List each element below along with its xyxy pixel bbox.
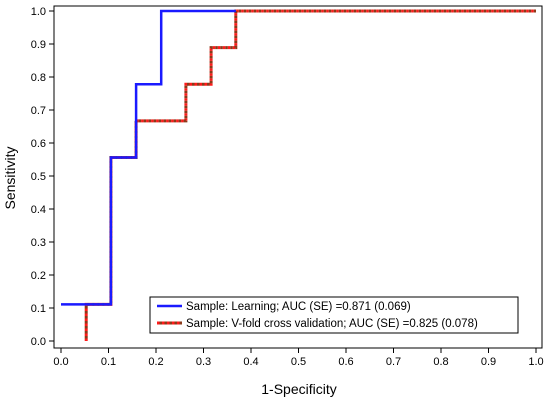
y-tick-label: 0.3 <box>31 237 46 249</box>
x-tick-label: 0.4 <box>243 356 258 368</box>
y-tick-label: 0.1 <box>31 303 46 315</box>
y-axis: 0.0 0.1 0.2 0.3 0.4 0.5 0.6 0.7 0.8 0.9 1.0 <box>31 6 54 348</box>
x-tick-label: 1.0 <box>528 356 543 368</box>
x-tick-label: 0.7 <box>386 356 401 368</box>
x-tick-label: 0.9 <box>481 356 496 368</box>
x-tick-label: 0.0 <box>53 356 68 368</box>
y-tick-label: 0.7 <box>31 105 46 117</box>
y-tick-label: 0.5 <box>31 171 46 183</box>
x-tick-label: 0.5 <box>291 356 306 368</box>
x-tick-label: 0.3 <box>196 356 211 368</box>
legend-label-cv: Sample: V-fold cross validation; AUC (SE… <box>186 318 478 330</box>
x-tick-label: 0.6 <box>338 356 353 368</box>
plot-area <box>53 5 543 349</box>
y-tick-label: 0.4 <box>31 204 46 216</box>
legend-box <box>149 296 519 334</box>
y-tick-label: 0.2 <box>31 270 46 282</box>
x-tick-label: 0.2 <box>148 356 163 368</box>
legend: Sample: Learning; AUC (SE) =0.871 (0.069… <box>149 296 519 334</box>
x-axis: 0.0 0.1 0.2 0.3 0.4 0.5 0.6 0.7 0.8 0.9 1.0 <box>53 348 544 368</box>
series-line-cv-b <box>84 9 536 341</box>
y-tick-label: 0.6 <box>31 138 46 150</box>
x-tick-label: 0.1 <box>101 356 116 368</box>
series-line-learning <box>61 9 236 306</box>
legend-label-learning: Sample: Learning; AUC (SE) =0.871 (0.069… <box>186 301 411 313</box>
y-axis-title: Sensitivity <box>2 146 18 209</box>
series-layer <box>61 9 536 341</box>
y-tick-label: 1.0 <box>31 6 46 18</box>
y-tick-label: 0.8 <box>31 72 46 84</box>
y-tick-label: 0.0 <box>31 336 46 348</box>
x-axis-title: 1-Specificity <box>261 381 336 397</box>
y-tick-label: 0.9 <box>31 39 46 51</box>
x-tick-label: 0.8 <box>433 356 448 368</box>
